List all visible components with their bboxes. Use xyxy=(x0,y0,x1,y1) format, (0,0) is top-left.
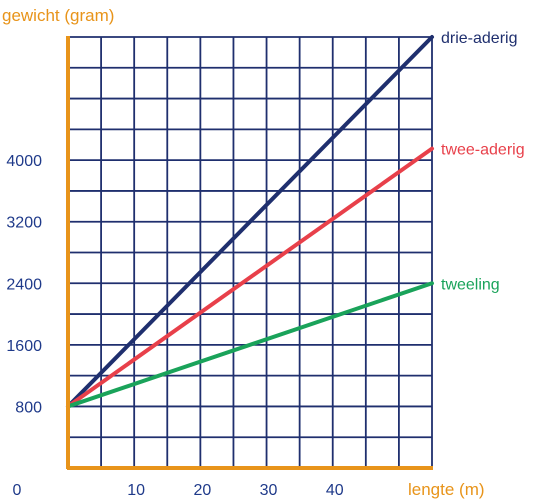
series-line-drie-aderig xyxy=(66,35,434,409)
grid xyxy=(68,36,433,468)
y-tick-label: 800 xyxy=(15,399,42,416)
x-tick-label: 30 xyxy=(260,482,278,499)
y-tick-labels: 800 1600 2400 3200 4000 xyxy=(6,153,42,416)
axes xyxy=(66,36,433,470)
series-label-drie-aderig: drie-aderig xyxy=(441,30,517,47)
x-tick-label: 0 xyxy=(13,482,22,499)
y-tick-label: 1600 xyxy=(6,338,42,355)
series-lines xyxy=(66,35,434,409)
y-axis-label: gewicht (gram) xyxy=(2,6,114,25)
series-label-twee-aderig: twee-aderig xyxy=(441,142,525,159)
x-tick-label: 10 xyxy=(127,482,145,499)
x-axis-label: lengte (m) xyxy=(408,480,485,499)
x-tick-label: 40 xyxy=(326,482,344,499)
y-tick-label: 3200 xyxy=(6,215,42,232)
series-labels: drie-aderig twee-aderig tweeling xyxy=(441,30,525,293)
x-tick-labels: 0 10 20 30 40 xyxy=(13,482,344,499)
series-line-twee-aderig xyxy=(66,146,434,409)
x-tick-label: 20 xyxy=(193,482,211,499)
y-tick-label: 2400 xyxy=(6,276,42,293)
y-tick-label: 4000 xyxy=(6,153,42,170)
series-line-tweeling xyxy=(66,281,434,409)
series-label-tweeling: tweeling xyxy=(441,276,500,293)
